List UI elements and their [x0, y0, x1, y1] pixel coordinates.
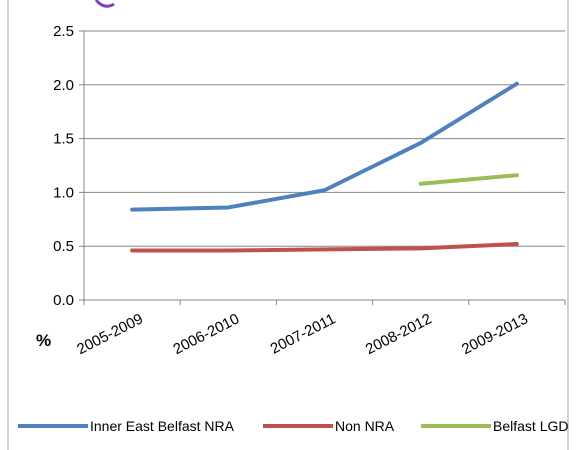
x-tick-label: 2009-2013 [459, 310, 531, 358]
series-line-0 [130, 81, 519, 212]
x-tick-label: 2007-2011 [268, 310, 339, 357]
series-line-2 [418, 173, 519, 186]
legend-label: Inner East Belfast NRA [90, 418, 235, 434]
series-line-1 [130, 242, 519, 253]
y-tick-label: 0.5 [53, 238, 74, 255]
cropped-header-arc [94, 0, 115, 8]
y-tick-label: 1.5 [53, 131, 74, 148]
x-tick-label: 2005-2009 [74, 310, 146, 358]
y-tick-label: 2.5 [53, 23, 74, 40]
x-tick-label: 2006-2010 [170, 310, 242, 358]
y-tick-label: 1.0 [53, 184, 74, 201]
x-tick-label: 2008-2012 [363, 310, 435, 358]
axes [79, 30, 566, 305]
x-tick-labels: 2005-2009 2006-2010 2007-2011 2008-2012 2009… [74, 310, 530, 358]
y-tick-label: 2.0 [53, 77, 74, 94]
y-tick-labels: 0.0 0.5 1.0 1.5 2.0 2.5 [53, 23, 74, 309]
gridlines [84, 30, 565, 247]
legend: Inner East Belfast NRA Non NRA Belfast LGD [18, 418, 568, 434]
legend-label: Belfast LGD [493, 418, 568, 434]
y-axis-label: % [36, 331, 51, 350]
series-lines [130, 81, 519, 253]
legend-label: Non NRA [335, 418, 395, 434]
y-tick-label: 0.0 [53, 292, 74, 309]
